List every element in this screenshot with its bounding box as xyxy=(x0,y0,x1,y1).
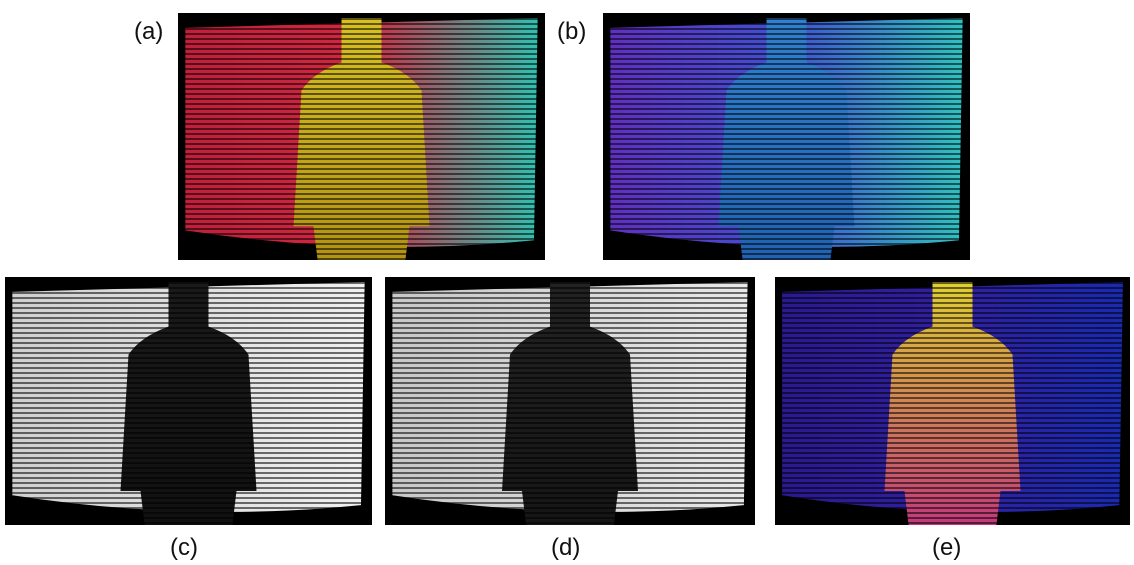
point-cloud-image xyxy=(5,277,372,525)
figure: (a) (b) (c) (d) (e) xyxy=(0,0,1134,565)
point-cloud-image xyxy=(775,277,1130,525)
point-cloud-image xyxy=(385,277,755,525)
panel-label: (b) xyxy=(557,18,586,46)
panel-label: (c) xyxy=(170,534,198,562)
point-cloud-image xyxy=(603,13,970,260)
panel-label: (e) xyxy=(932,534,961,562)
panel-label: (d) xyxy=(551,534,580,562)
point-cloud-image xyxy=(178,13,545,260)
panel-label: (a) xyxy=(134,18,163,46)
